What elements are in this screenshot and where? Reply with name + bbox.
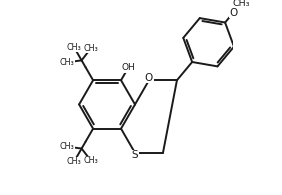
Text: S: S — [132, 150, 138, 160]
Text: CH₃: CH₃ — [60, 58, 74, 67]
Text: O: O — [229, 8, 237, 18]
Text: CH₃: CH₃ — [60, 142, 74, 151]
Text: CH₃: CH₃ — [232, 0, 250, 8]
Text: CH₃: CH₃ — [83, 156, 98, 165]
Text: OH: OH — [122, 63, 135, 72]
Text: CH₃: CH₃ — [67, 43, 81, 52]
Text: CH₃: CH₃ — [83, 44, 98, 53]
Text: CH₃: CH₃ — [67, 157, 81, 166]
Text: O: O — [145, 73, 153, 83]
